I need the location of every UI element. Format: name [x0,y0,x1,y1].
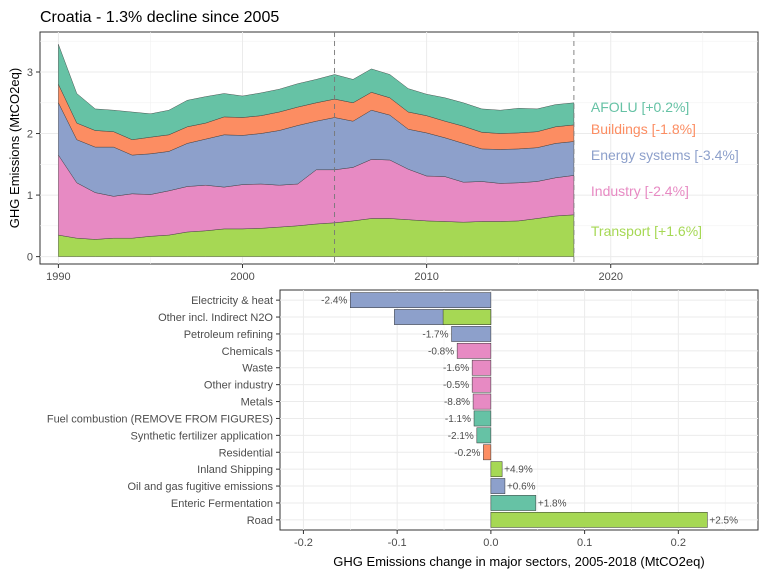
bar-data-label: -0.2% [454,448,480,459]
bar-data-label: -1.7% [422,329,448,340]
x-tick-label: 0.2 [671,537,686,549]
x-tick-label: 2020 [598,271,622,283]
bar-oil-and-gas-fugitive-emissions [490,478,506,494]
bar-inland-shipping [490,461,503,478]
y-tick-label: 2 [27,129,33,141]
area-axis-ticks: 1990 2000 2010 2020 0 1 2 3 [27,67,623,283]
chart-title: Croatia - 1.3% decline since 2005 [40,9,279,26]
y-tick-label: 1 [27,190,33,202]
category-label: Fuel combustion (REMOVE FROM FIGURES) [47,413,273,425]
bar-residential [483,444,492,461]
category-label: Oil and gas fugitive emissions [127,481,273,493]
bar-data-label: -0.8% [428,346,454,357]
series-label-energy-systems: Energy systems [-3.4%] [591,147,739,163]
bar-chemicals [456,342,492,359]
area-series [58,44,575,257]
bar-road [490,512,708,528]
bar-data-label: -0.5% [443,380,469,391]
series-label-afolu: AFOLU [+0.2%] [591,99,689,115]
category-label: Petroleum refining [184,329,273,341]
bar-fuel-combustion-remove-from-figures [473,410,492,427]
series-label-buildings: Buildings [-1.8%] [591,121,696,137]
bar-x-axis-title: GHG Emissions change in major sectors, 2… [333,554,704,569]
bar-data-label: -2.1% [448,431,474,442]
series-label-transport: Transport [+1.6%] [591,223,702,239]
bar-data-label: +2.5% [709,515,738,526]
bar-series: -2.4% -1.7% -0.8% -1.6% -0.5% -8.8% -1.1% -2.1%… [321,292,738,528]
x-tick-label: 0.0 [483,537,498,549]
category-label: Other incl. Indirect N2O [158,312,273,324]
series-label-industry: Industry [-2.4%] [591,183,689,199]
y-tick-label: 0 [27,252,33,264]
series-labels: Transport [+1.6%] Industry [-2.4%] Energy … [591,99,739,239]
x-tick-label: 1990 [46,271,70,283]
category-label: Road [247,515,273,527]
category-label: Chemicals [222,346,274,358]
bar-data-label: -1.1% [445,414,471,425]
bar-data-label: -2.4% [321,296,347,307]
x-tick-label: 2010 [414,271,438,283]
area-y-axis-title: GHG Emissions (MtCO2eq) [7,68,22,228]
category-label: Synthetic fertilizer application [131,430,273,442]
x-tick-label: -0.2 [294,537,313,549]
x-tick-label: 2000 [230,271,254,283]
x-tick-label: 0.1 [577,537,592,549]
bar-synthetic-fertilizer-application [476,427,492,444]
bar-electricity-heat [350,292,492,308]
bar-waste [471,359,492,376]
x-tick-label: -0.1 [388,537,407,549]
category-label: Other industry [204,380,274,392]
category-label: Electricity & heat [191,295,273,307]
bar-petroleum-refining [451,326,492,342]
y-tick-label: 3 [27,67,33,79]
bar-data-label: +0.6% [507,482,536,493]
bar-panel [279,289,759,531]
bar-data-label: -8.8% [444,397,470,408]
bar-metals [472,393,492,410]
bar-axis-ticks: -0.2 -0.1 0.0 0.1 0.2 Electricity & heat Other… [47,295,686,549]
bar-enteric-fermentation [490,495,537,511]
category-label: Enteric Fermentation [171,498,273,510]
bar-other-incl-indirect-n2o [442,309,492,325]
bar-data-label: +1.8% [538,498,567,509]
bar-data-label: +4.9% [504,465,533,476]
category-label: Inland Shipping [197,464,273,476]
bar-other-industry [471,376,492,393]
category-label: Waste [242,363,273,375]
bar-grid [280,290,758,530]
bar-data-label: -1.6% [443,363,469,374]
reference-lines [334,32,575,264]
category-label: Residential [219,447,273,459]
category-label: Metals [241,397,274,409]
